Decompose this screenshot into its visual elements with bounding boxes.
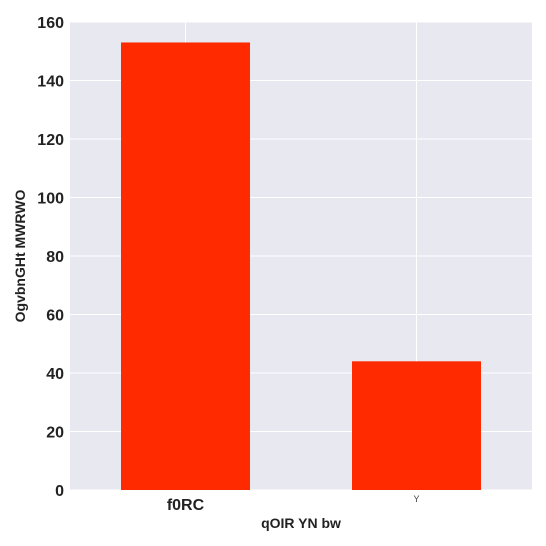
y-tick-label: 120 <box>37 132 64 149</box>
bars <box>121 42 481 490</box>
x-axis-ticks: f0RC Y <box>167 494 420 514</box>
x-tick-label: Y <box>413 494 419 504</box>
y-tick-label: 100 <box>37 191 64 208</box>
y-tick-label: 140 <box>37 74 64 91</box>
bar-f0rc <box>121 42 250 490</box>
y-tick-label: 0 <box>55 483 64 500</box>
y-axis-ticks: 0 20 40 60 80 100 120 140 160 <box>37 15 64 500</box>
y-tick-label: 20 <box>46 425 64 442</box>
y-tick-label: 80 <box>46 249 64 266</box>
x-axis-label: qOIR YN bw <box>261 515 341 531</box>
y-tick-label: 60 <box>46 308 64 325</box>
y-axis-label: OgvbnGHt MWRWO <box>12 190 28 323</box>
y-tick-label: 40 <box>46 366 64 383</box>
bar-y <box>352 361 481 490</box>
x-tick-label: f0RC <box>167 497 205 514</box>
y-tick-label: 160 <box>37 15 64 32</box>
